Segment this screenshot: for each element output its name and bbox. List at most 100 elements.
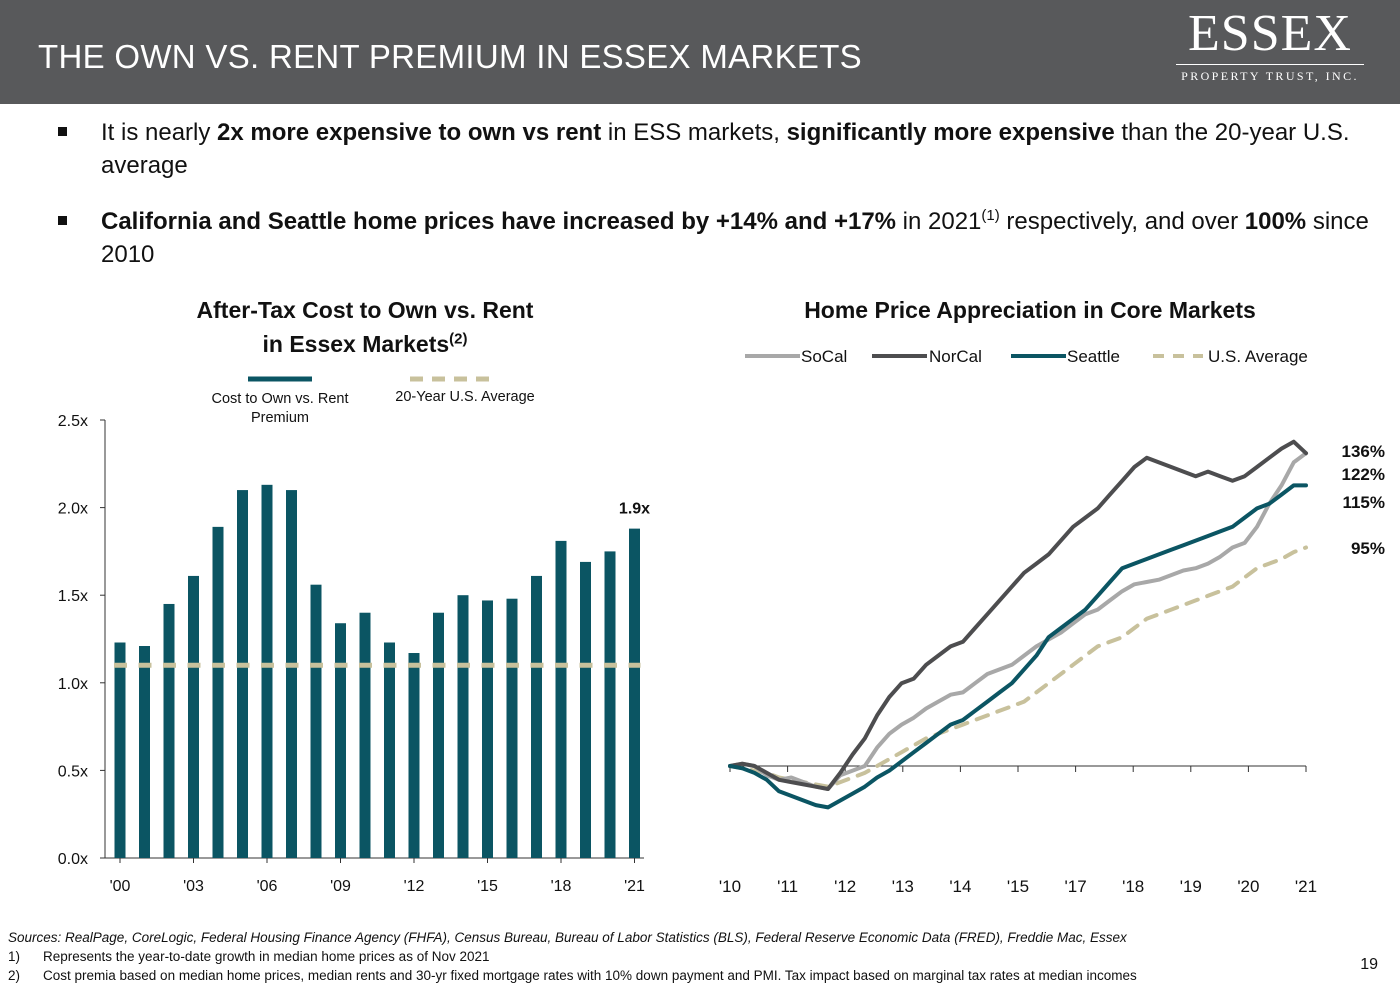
bullet-square-icon <box>58 127 67 136</box>
legend-label-socal: SoCal <box>801 347 847 366</box>
essex-logo: ESSEX PROPERTY TRUST, INC. <box>1170 6 1370 84</box>
legend-label-average: 20-Year U.S. Average <box>395 389 534 405</box>
bar <box>310 584 322 858</box>
bullet-text: in ESS markets, <box>601 119 787 146</box>
bar <box>139 646 150 858</box>
footnote-number: 2) <box>8 968 21 983</box>
x-tick-label: '10 <box>719 877 741 895</box>
legend-label-norcal: NorCal <box>929 347 982 366</box>
header-bar: THE OWN VS. RENT PREMIUM IN ESSEX MARKET… <box>0 0 1400 104</box>
x-tick-label: '00 <box>110 878 131 895</box>
bar <box>433 612 444 858</box>
footnote-2: 2) Cost premia based on median home price… <box>8 968 1137 983</box>
sources-note: Sources: RealPage, CoreLogic, Federal Ho… <box>8 930 1127 945</box>
bullet-bold: California and Seattle home prices have … <box>101 208 896 235</box>
x-tick-label: '20 <box>1237 877 1259 895</box>
end-value-label: 136% <box>1342 442 1385 461</box>
x-tick-label: '15 <box>1007 877 1029 895</box>
end-value-label: 95% <box>1351 539 1385 558</box>
logo-divider <box>1176 64 1364 65</box>
data-label-2021: 1.9x <box>619 501 650 518</box>
bullet-bold: significantly more expensive <box>786 119 1115 146</box>
bar <box>506 598 518 858</box>
bar-chart-title-line2: in Essex Markets <box>262 331 450 357</box>
end-value-label: 122% <box>1342 465 1385 484</box>
bar <box>604 551 616 858</box>
x-tick-label: '21 <box>624 878 645 895</box>
footnote-1: 1) Represents the year-to-date growth in … <box>8 949 490 964</box>
bullet-text: in 2021 <box>896 208 982 235</box>
bullet-square-icon <box>58 216 67 225</box>
y-tick-label: 1.0x <box>58 676 88 693</box>
legend-label-usaverage: U.S. Average <box>1208 347 1308 366</box>
x-tick-label: '06 <box>257 878 278 895</box>
y-tick-label: 0.0x <box>58 851 88 868</box>
y-tick-label: 0.5x <box>58 763 88 780</box>
line-chart-title: Home Price Appreciation in Core Markets <box>804 297 1256 323</box>
line-chart: SoCal NorCal Seattle U.S. Average '10 '11 '12 '… <box>719 347 1385 895</box>
footnote-number: 1) <box>8 949 21 964</box>
legend-label-premium: Cost to Own vs. Rent <box>212 391 349 407</box>
legend-label-premium-line2: Premium <box>251 410 309 426</box>
series-line-norcal <box>728 439 1308 791</box>
bar <box>237 490 248 858</box>
bar <box>457 595 469 858</box>
x-tick-label: '14 <box>949 877 971 895</box>
x-tick-label: '15 <box>477 878 498 895</box>
bar-chart-title-line2-wrap: in Essex Markets(2) <box>150 327 580 361</box>
bar-chart-title-line1: After-Tax Cost to Own vs. Rent <box>196 297 534 323</box>
footnote-ref: (1) <box>981 207 1000 224</box>
bar-chart-title: After-Tax Cost to Own vs. Rent in Essex … <box>150 293 580 361</box>
bullet-text: respectively, and over <box>999 208 1245 235</box>
bar <box>212 526 224 858</box>
y-tick-label: 2.0x <box>58 501 88 518</box>
x-tick-label: '18 <box>1122 877 1144 895</box>
bullet-text: than the 20-year U.S. average <box>101 119 1350 179</box>
page-title: THE OWN VS. RENT PREMIUM IN ESSEX MARKET… <box>38 38 862 75</box>
bullet-text: since 2010 <box>101 208 1369 268</box>
x-tick-label: '11 <box>777 877 798 895</box>
bar <box>359 612 371 858</box>
end-value-label: 115% <box>1342 493 1385 512</box>
bullet-bold: 100% <box>1244 208 1307 235</box>
bar <box>188 575 199 858</box>
x-tick-label: '18 <box>551 878 572 895</box>
x-tick-label: '09 <box>330 878 351 895</box>
bullet-1: It is nearly 2x more expensive to own vs… <box>58 116 1378 182</box>
x-tick-label: '12 <box>834 877 856 895</box>
footnote-ref: (2) <box>449 330 468 348</box>
y-tick-label: 1.5x <box>58 588 88 605</box>
x-tick-label: '21 <box>1295 877 1317 895</box>
bar-chart: Cost to Own vs. Rent Premium 20-Year U.S. … <box>58 376 650 895</box>
bullet-text: It is nearly <box>101 119 218 146</box>
x-tick-label: '19 <box>1180 877 1202 895</box>
bar <box>261 484 273 858</box>
bullet-bold: 2x more expensive to own vs rent <box>217 119 602 146</box>
bar <box>335 623 346 858</box>
page-number: 19 <box>1360 956 1378 973</box>
bar <box>555 540 567 858</box>
bar <box>384 642 395 858</box>
bar <box>531 575 542 858</box>
series-line-usaverage <box>728 545 1308 789</box>
bullet-2-text: California and Seattle home prices have … <box>101 205 1378 271</box>
logo-name: ESSEX <box>1188 5 1352 62</box>
bar <box>286 490 297 858</box>
series-line-socal <box>728 451 1308 791</box>
x-tick-label: '12 <box>404 878 425 895</box>
bar <box>408 653 420 858</box>
series-line-seattle <box>728 483 1308 810</box>
bar <box>482 600 493 858</box>
legend-label-seattle: Seattle <box>1067 347 1120 366</box>
bullet-1-text: It is nearly 2x more expensive to own vs… <box>101 116 1378 182</box>
bar <box>114 642 126 858</box>
bar <box>163 603 175 858</box>
x-tick-label: '17 <box>1065 877 1087 895</box>
bar <box>580 561 591 858</box>
x-tick-label: '13 <box>892 877 914 895</box>
bullet-2: California and Seattle home prices have … <box>58 205 1378 271</box>
footnote-text: Represents the year-to-date growth in me… <box>43 949 490 964</box>
footnote-text: Cost premia based on median home prices,… <box>43 968 1137 983</box>
bar <box>629 528 640 858</box>
logo-subtitle: PROPERTY TRUST, INC. <box>1181 69 1359 83</box>
